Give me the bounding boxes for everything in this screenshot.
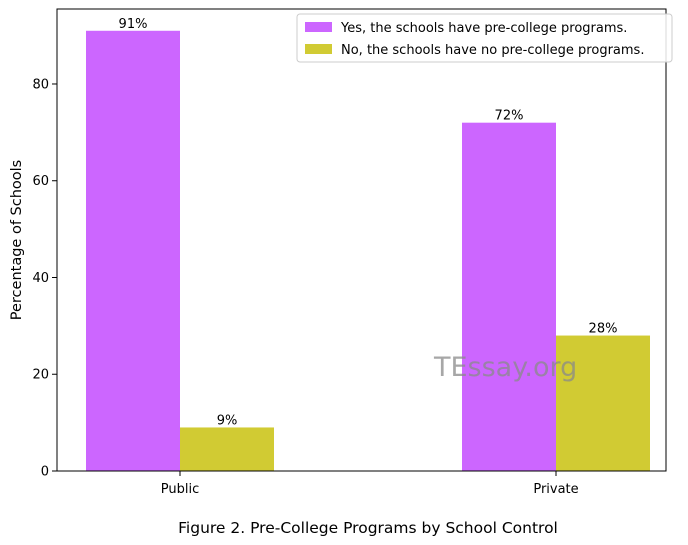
legend: Yes, the schools have pre-college progra… [296,13,673,63]
legend-swatch [305,44,332,54]
data-label: 91% [119,17,148,32]
watermark: TEssay.org [433,352,577,383]
bar-private-series-1 [462,122,556,472]
data-label: 9% [217,413,238,428]
y-axis-label: Percentage of Schools [9,160,25,320]
x-tick-label: Public [161,482,199,497]
y-tick-label: 0 [41,465,49,480]
legend-entry: Yes, the schools have pre-college progra… [340,21,627,36]
legend-entry: No, the schools have no pre-college prog… [341,43,644,58]
legend-frame [296,13,673,63]
data-label: 72% [495,109,524,124]
y-tick-label: 60 [32,174,49,189]
y-tick-label: 20 [32,368,49,383]
bars-group [86,30,650,472]
x-axis: Public Private [161,471,579,497]
y-tick-label: 80 [32,77,49,92]
plot-frame [56,8,667,472]
data-label: 28% [589,322,618,337]
figure-caption: Figure 2. Pre-College Programs by School… [178,519,558,537]
data-labels-group: 91% 72% 9% 28% [119,17,618,429]
legend-swatch [305,22,332,32]
x-tick-label: Private [533,482,578,497]
bar-public-series-1 [86,30,180,472]
y-axis: 0 20 40 60 80 [32,77,57,480]
y-tick-label: 40 [32,271,49,286]
bar-public-series-2 [180,427,274,471]
bar-private-series-2 [556,335,650,471]
